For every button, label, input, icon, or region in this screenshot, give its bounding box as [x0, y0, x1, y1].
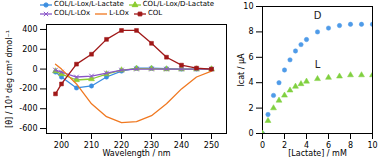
- html-text:L-LOx: L-LOx: [109, 9, 129, 17]
- svg-text:Icat / μA: Icat / μA: [237, 53, 246, 87]
- svg-text:400: 400: [22, 25, 37, 34]
- svg-text:8: 8: [348, 141, 353, 150]
- svg-text:[θ] / 10³ deg cm² dmol⁻¹: [θ] / 10³ deg cm² dmol⁻¹: [5, 30, 14, 128]
- svg-text:10: 10: [367, 141, 377, 150]
- svg-text:0: 0: [260, 141, 265, 150]
- svg-text:0: 0: [32, 65, 37, 74]
- svg-text:8: 8: [248, 27, 253, 36]
- html-text:COL/L-LOx: COL/L-LOx: [54, 9, 91, 17]
- svg-text:2: 2: [248, 104, 253, 113]
- svg-text:-600: -600: [19, 124, 37, 133]
- svg-text:4: 4: [248, 78, 253, 87]
- svg-text:220: 220: [113, 141, 130, 151]
- svg-text:4: 4: [304, 141, 309, 151]
- svg-text:230: 230: [143, 141, 160, 151]
- html-text:COL/L-Lox/D-Lactate: COL/L-Lox/D-Lactate: [142, 0, 215, 8]
- html-text:COL/L-Lox/L-Lactate: COL/L-Lox/L-Lactate: [54, 0, 124, 8]
- svg-text:240: 240: [174, 141, 189, 150]
- svg-text:6: 6: [248, 53, 253, 62]
- svg-text:200: 200: [22, 45, 37, 54]
- svg-text:Wavelength / nm: Wavelength / nm: [102, 149, 170, 158]
- svg-text:200: 200: [54, 141, 69, 150]
- svg-text:210: 210: [84, 141, 99, 150]
- html-text:COL: COL: [147, 9, 163, 17]
- svg-text:250: 250: [204, 141, 219, 150]
- svg-text:10: 10: [243, 2, 253, 11]
- svg-text:[Lactate] / mM: [Lactate] / mM: [288, 149, 347, 158]
- svg-text:0: 0: [248, 129, 253, 138]
- svg-text:6: 6: [326, 141, 331, 151]
- svg-text:2: 2: [282, 141, 287, 150]
- svg-text:L: L: [315, 59, 321, 70]
- svg-text:-400: -400: [19, 104, 37, 113]
- svg-text:D: D: [314, 10, 322, 21]
- svg-text:-200: -200: [19, 84, 37, 93]
